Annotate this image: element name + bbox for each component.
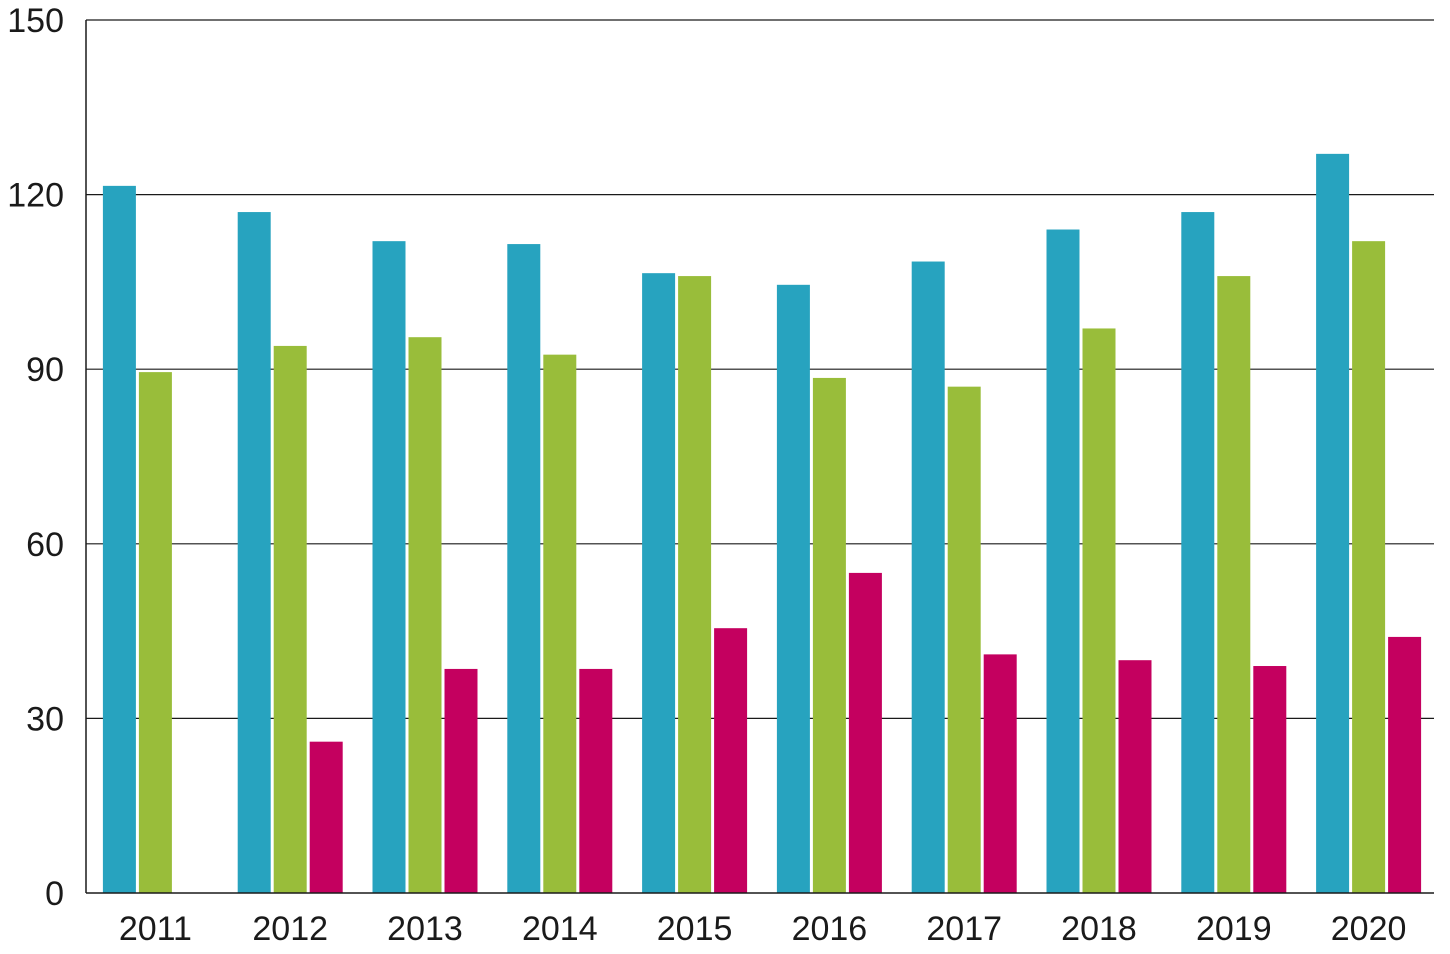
bar-series-2-2019 xyxy=(1217,276,1251,894)
bar-series-2-2013 xyxy=(408,337,442,893)
x-tick-label: 2019 xyxy=(1196,910,1272,948)
bar-series-2-2020 xyxy=(1352,241,1386,893)
x-tick-label: 2018 xyxy=(1061,910,1137,948)
bar-series-2-2011 xyxy=(138,372,172,893)
x-tick-label: 2020 xyxy=(1331,910,1407,948)
x-tick-label: 2012 xyxy=(252,910,328,948)
bar-series-3-2013 xyxy=(444,668,478,893)
x-tick-label: 2016 xyxy=(792,910,868,948)
bar-series-2-2018 xyxy=(1082,328,1116,894)
bar-series-2-2012 xyxy=(273,345,307,893)
x-tick-labels: 2011 2012 2013 2014 2015 2016 2017 2018 2019 2020 xyxy=(119,910,1407,948)
bar-series-3-2012 xyxy=(309,741,343,893)
bar-series-3-2016 xyxy=(848,572,882,893)
bar-series-1-2019 xyxy=(1181,212,1215,893)
bar-series-3-2020 xyxy=(1388,636,1422,893)
bar-series-1-2015 xyxy=(642,273,676,893)
y-tick-label: 120 xyxy=(7,177,64,215)
bar-series-2-2017 xyxy=(947,386,981,893)
x-tick-label: 2013 xyxy=(387,910,463,948)
bar-series-1-2014 xyxy=(507,244,541,893)
bar-series-3-2015 xyxy=(714,628,748,893)
bar-series-1-2013 xyxy=(372,241,406,893)
x-tick-label: 2017 xyxy=(926,910,1002,948)
bar-series-3-2019 xyxy=(1253,666,1287,893)
bar-series-2-2016 xyxy=(812,377,846,893)
bar-series-1-2016 xyxy=(776,284,810,893)
x-tick-label: 2011 xyxy=(119,910,192,948)
bar-series-3-2018 xyxy=(1118,660,1152,893)
axes xyxy=(85,20,1434,894)
y-tick-label: 90 xyxy=(26,351,64,389)
bar-series-1-2020 xyxy=(1316,153,1350,894)
x-tick-label: 2015 xyxy=(657,910,733,948)
y-tick-label: 150 xyxy=(7,2,64,40)
y-tick-label: 30 xyxy=(26,700,64,738)
x-tick-label: 2014 xyxy=(522,910,598,948)
bar-series-3-2014 xyxy=(579,668,613,893)
bar-series-1-2018 xyxy=(1046,229,1080,893)
bar-series-3-2017 xyxy=(983,654,1017,893)
bar-series-1-2017 xyxy=(911,261,945,893)
bars xyxy=(102,153,1422,894)
bar-series-2-2015 xyxy=(678,276,712,894)
y-tick-label: 60 xyxy=(26,526,64,564)
bar-series-2-2014 xyxy=(543,354,577,893)
bar-series-1-2012 xyxy=(237,212,271,893)
y-tick-label: 0 xyxy=(45,875,64,913)
y-tick-labels: 0 30 60 90 120 150 xyxy=(7,2,64,913)
bar-series-1-2011 xyxy=(102,185,136,893)
